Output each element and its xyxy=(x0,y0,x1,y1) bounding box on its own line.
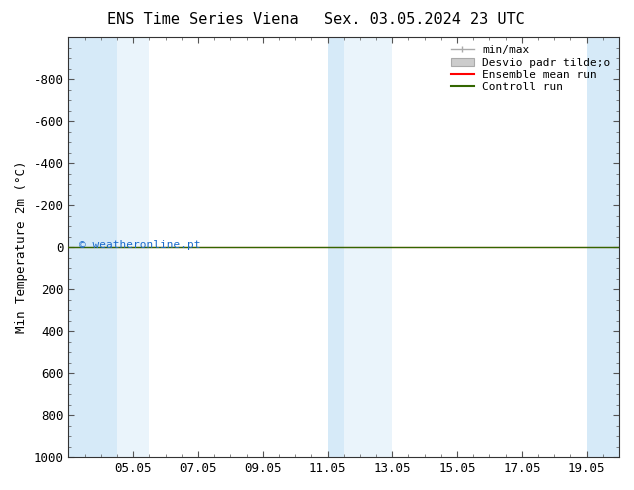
Bar xyxy=(344,37,392,457)
Bar xyxy=(117,37,150,457)
Y-axis label: Min Temperature 2m (°C): Min Temperature 2m (°C) xyxy=(15,161,28,333)
Bar xyxy=(328,37,344,457)
Bar xyxy=(586,37,619,457)
Bar xyxy=(68,37,117,457)
Text: Sex. 03.05.2024 23 UTC: Sex. 03.05.2024 23 UTC xyxy=(325,12,525,27)
Text: ENS Time Series Viena: ENS Time Series Viena xyxy=(107,12,299,27)
Bar xyxy=(392,37,586,457)
Bar xyxy=(150,37,328,457)
Legend: min/max, Desvio padr tilde;o, Ensemble mean run, Controll run: min/max, Desvio padr tilde;o, Ensemble m… xyxy=(449,43,613,95)
Text: © weatheronline.pt: © weatheronline.pt xyxy=(79,240,201,250)
